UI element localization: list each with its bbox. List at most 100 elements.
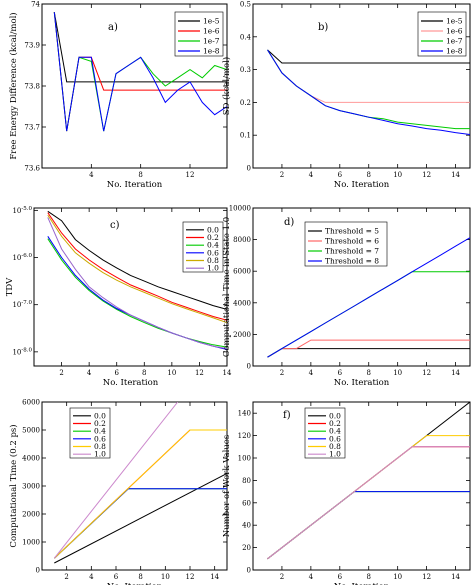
- x-tick-label: 10: [393, 171, 402, 179]
- x-tick-label: 8: [142, 369, 146, 377]
- y-tick-label: 73.9: [24, 42, 40, 50]
- y-axis-label: SD (kcal/mol): [221, 57, 232, 115]
- legend-entry: 1e-7: [446, 37, 463, 46]
- series-line-0-0: [47, 210, 227, 310]
- y-tick-label: 73.7: [24, 124, 40, 132]
- legend: 1e-51e-61e-71e-8: [417, 11, 467, 57]
- series-line-1e-8: [53, 12, 227, 132]
- x-tick-label: 6: [338, 171, 343, 179]
- legend-entry: 0.2: [207, 233, 219, 242]
- series-group: [267, 49, 470, 135]
- y-tick-label: 40: [242, 522, 251, 530]
- series-line-0-4: [47, 238, 227, 348]
- legend-entry: 1e-6: [203, 27, 220, 36]
- x-tick-label: 6: [114, 369, 119, 377]
- legend-entry: 1e-8: [446, 47, 463, 56]
- y-tick-label: 8000: [233, 236, 251, 244]
- plot-frame: [252, 207, 471, 367]
- series-line-1e-6: [267, 49, 470, 103]
- legend-entry: Threshold = 7: [325, 247, 379, 256]
- legend-entry: 1e-6: [446, 27, 463, 36]
- legend-entry: Threshold = 8: [325, 257, 379, 266]
- y-tick-label: 80: [242, 477, 251, 485]
- chart-panel-1: 4 8 12 73.6 73.7 73.8 73.9 74 No. Iteration Free …: [8, 1, 228, 190]
- series-line-Threshold-5: [267, 348, 470, 358]
- x-tick-label: 12: [422, 573, 431, 581]
- x-tick-label: 2: [280, 171, 284, 179]
- x-tick-label: 10: [167, 369, 176, 377]
- y-tick-label: 0.3: [240, 66, 251, 74]
- series-group: [267, 402, 470, 560]
- x-tick-label: 10: [393, 369, 402, 377]
- x-tick-label: 4: [87, 369, 92, 377]
- x-tick-label: 10: [393, 573, 402, 581]
- legend-entry: 0.4: [94, 427, 106, 436]
- x-tick-label: 12: [422, 171, 431, 179]
- plot-frame: [33, 207, 228, 367]
- legend-entry: 1e-5: [203, 17, 220, 26]
- x-tick-label: 14: [210, 573, 219, 581]
- x-tick-label: 8: [366, 369, 370, 377]
- panel-label: d): [284, 217, 294, 228]
- y-tick-label: 10-8.0: [12, 347, 32, 356]
- legend-entry: 0.2: [94, 419, 106, 428]
- legend-box: [417, 11, 467, 57]
- legend-entry: 1e-5: [446, 17, 463, 26]
- legend-entry: 0.8: [94, 442, 106, 451]
- legend-entry: 1.0: [207, 264, 219, 273]
- y-tick-label: 1000: [22, 539, 40, 547]
- x-axis-label: No. Iteration: [334, 180, 390, 190]
- panel-label: a): [108, 22, 118, 33]
- series-line-0-4: [267, 491, 470, 560]
- y-tick-label: 74: [31, 1, 40, 9]
- series-line-1-0: [47, 217, 227, 349]
- legend-entry: 0.6: [94, 434, 106, 443]
- series-group: [267, 237, 470, 358]
- series-line-0-6: [267, 491, 470, 560]
- series-line-1-0: [53, 402, 179, 559]
- x-tick-label: 8: [138, 171, 142, 179]
- y-tick-label: 140: [238, 410, 251, 418]
- y-tick-label: 2000: [22, 511, 40, 519]
- x-tick-label: 8: [366, 171, 370, 179]
- chart-panel-2: 2 4 6 8 10 12 14 0 0.1 0.2 0.3 0.4 0.5 No. Iteration S…: [221, 1, 471, 190]
- y-tick-label: 6000: [22, 399, 40, 407]
- plot-frame: [252, 3, 471, 169]
- legend-entry: 1.0: [94, 450, 106, 459]
- y-tick-label: 0.5: [240, 1, 251, 9]
- panel-label: f): [283, 410, 291, 421]
- y-tick-label: 10-7.0: [12, 300, 32, 309]
- legend: 1e-51e-61e-71e-8: [174, 11, 224, 57]
- x-tick-label: 12: [422, 369, 431, 377]
- legend-box: [304, 221, 388, 267]
- legend-entry: 1.0: [329, 450, 341, 459]
- legend-entry: 0.8: [329, 442, 341, 451]
- series-line-1e-5: [53, 12, 227, 83]
- x-tick-label: 2: [64, 573, 68, 581]
- y-tick-label: 0: [36, 567, 40, 575]
- x-tick-label: 4: [89, 573, 94, 581]
- legend-entry: 0.0: [207, 225, 219, 234]
- legend-entry: 0.6: [207, 248, 219, 257]
- y-tick-label: 100: [238, 455, 251, 463]
- series-line-1-0: [267, 446, 470, 560]
- y-tick-label: 5000: [22, 427, 40, 435]
- x-tick-label: 6: [338, 573, 343, 581]
- legend-entry: 0.4: [207, 241, 219, 250]
- legend-entry: 0.8: [207, 256, 219, 265]
- legend: 0.00.20.40.60.81.0: [182, 221, 224, 273]
- x-tick-label: 6: [114, 573, 119, 581]
- y-tick-label: 120: [238, 432, 251, 440]
- y-tick-label: 0: [247, 165, 251, 173]
- legend: 0.00.20.40.60.81.0: [304, 407, 346, 459]
- series-line-1e-8: [267, 49, 470, 135]
- y-tick-label: 6000: [233, 268, 251, 276]
- x-tick-label: 12: [195, 369, 204, 377]
- panel-label: b): [318, 22, 328, 33]
- y-tick-label: 0.1: [240, 132, 251, 140]
- y-axis-label: Number of Work Values: [222, 435, 232, 537]
- series-line-0-6: [53, 488, 227, 559]
- x-tick-label: 4: [89, 171, 94, 179]
